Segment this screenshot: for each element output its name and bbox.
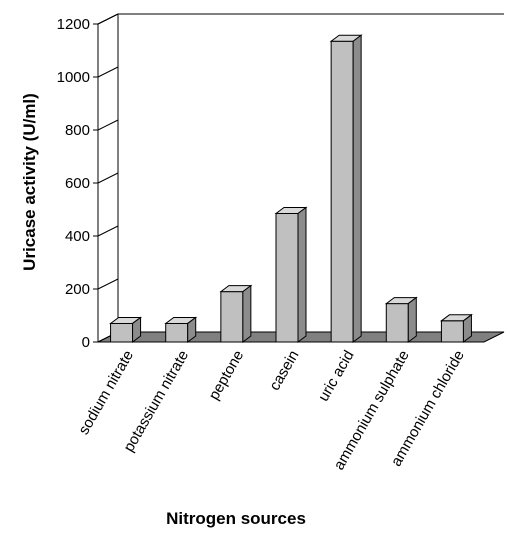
- bar-side: [187, 316, 197, 343]
- y-tick-label: 400: [65, 228, 90, 245]
- bar-side: [242, 284, 252, 343]
- y-tick-wall-edge: [97, 278, 119, 290]
- bar: [329, 34, 363, 343]
- x-tick-label: uric acid: [315, 348, 358, 405]
- y-tick-label: 1200: [57, 16, 90, 33]
- bar-side: [407, 296, 417, 343]
- bar-front: [110, 322, 134, 343]
- bar: [439, 313, 473, 343]
- bar-front: [440, 320, 464, 343]
- bar: [109, 316, 143, 343]
- bar-front: [330, 40, 354, 343]
- y-tick-wall-edge: [97, 225, 119, 237]
- bar-front: [220, 291, 244, 343]
- y-tick-label: 1000: [57, 69, 90, 86]
- bar-side: [297, 206, 307, 343]
- bars: [109, 34, 473, 343]
- x-tick-label: peptone: [205, 348, 247, 403]
- bar-side: [462, 313, 472, 343]
- bar-front: [385, 303, 409, 343]
- y-tick-wall-edge: [97, 66, 119, 78]
- y-tick-label: 200: [65, 281, 90, 298]
- bar: [219, 284, 253, 343]
- bar-side: [352, 34, 362, 343]
- bar-front: [165, 322, 189, 343]
- y-axis-title: Uricase activity (U/ml): [20, 93, 39, 271]
- bar: [384, 296, 418, 343]
- y-tick-wall-edge: [97, 172, 119, 184]
- x-axis-title: Nitrogen sources: [166, 509, 306, 528]
- y-tick-wall-edge: [97, 13, 119, 25]
- y-tick-label: 800: [65, 122, 90, 139]
- y-tick-label: 600: [65, 175, 90, 192]
- y-tick-wall-edge: [97, 119, 119, 131]
- y-tick-label: 0: [82, 334, 90, 351]
- bar-side: [132, 316, 142, 343]
- x-tick-label: sodium nitrate: [75, 348, 137, 438]
- bar: [274, 206, 308, 343]
- bar: [164, 316, 198, 343]
- x-tick-label: casein: [266, 348, 302, 394]
- bar-front: [275, 212, 299, 343]
- y-axis: 0 200 400 600 800 1000 1200: [57, 13, 119, 351]
